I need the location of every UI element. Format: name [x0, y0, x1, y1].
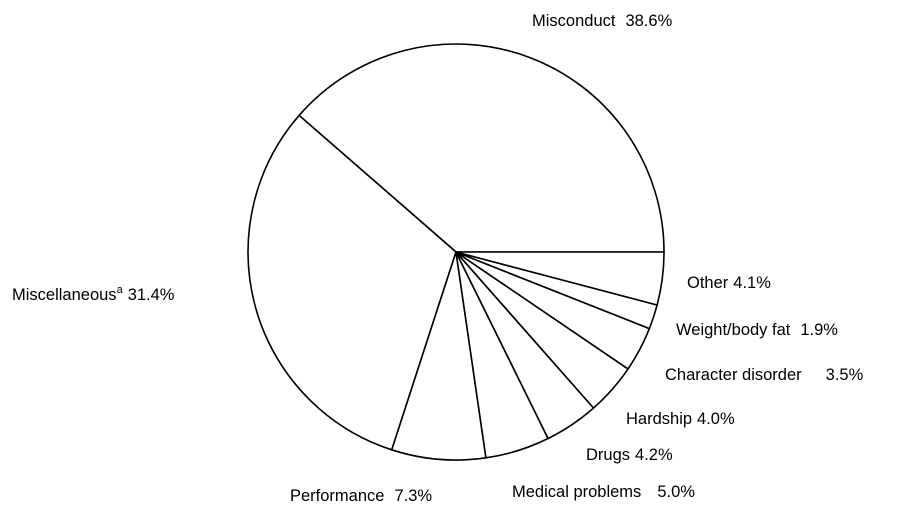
label-miscellaneous: Miscellaneousa 31.4%	[12, 284, 175, 304]
slice-other	[455, 251, 665, 306]
label-character-disorder: Character disorder 3.5%	[665, 366, 864, 384]
slice-misconduct	[298, 43, 665, 253]
label-other: Other 4.1%	[687, 274, 771, 292]
label-medical-problems: Medical problems 5.0%	[512, 483, 695, 501]
label-drugs: Drugs 4.2%	[586, 446, 673, 464]
label-performance: Performance 7.3%	[290, 487, 432, 505]
label-misconduct: Misconduct 38.6%	[532, 12, 673, 30]
pie-slices	[247, 43, 665, 461]
label-hardship: Hardship 4.0%	[626, 410, 735, 428]
slice-miscellaneous	[247, 114, 457, 451]
label-weight-body-fat: Weight/body fat 1.9%	[676, 321, 838, 339]
